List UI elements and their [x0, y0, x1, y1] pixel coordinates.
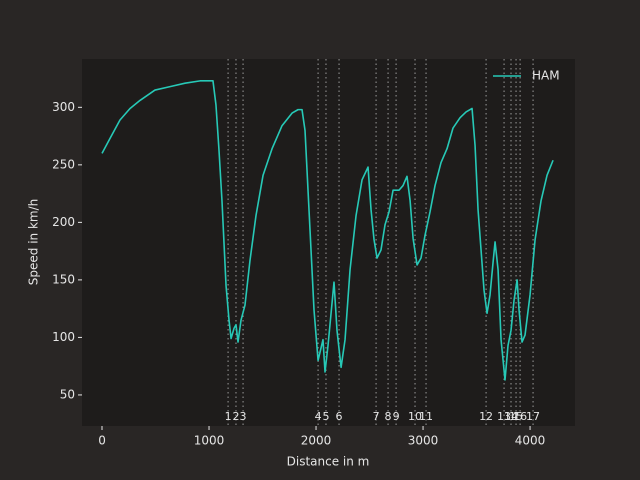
y-tick-label: 250 [52, 157, 75, 171]
x-tick-label: 4000 [515, 434, 546, 448]
y-tick-label: 100 [52, 330, 75, 344]
y-axis-label: Speed in km/h [27, 199, 41, 285]
corner-label: 8 [385, 410, 392, 423]
corner-label: 6 [336, 410, 343, 423]
corner-label: 10 [408, 410, 422, 423]
plot-area [82, 59, 575, 426]
y-tick-label: 50 [60, 387, 75, 401]
x-tick-label: 0 [98, 434, 106, 448]
corner-label: 5 [322, 410, 329, 423]
corner-label: 12 [479, 410, 493, 423]
corner-label: 2 [232, 410, 239, 423]
y-tick-label: 150 [52, 272, 75, 286]
legend-label: HAM [532, 69, 560, 83]
y-tick-label: 200 [52, 215, 75, 229]
corner-label: 1 [225, 410, 232, 423]
corner-label: 7 [373, 410, 380, 423]
corner-label: 15 [509, 410, 523, 423]
corner-label: 11 [419, 410, 433, 423]
x-tick-label: 3000 [408, 434, 439, 448]
corner-label: 13 [497, 410, 511, 423]
corner-label: 4 [315, 410, 322, 423]
y-tick-label: 300 [52, 100, 75, 114]
x-tick-label: 1000 [194, 434, 225, 448]
speed-line [101, 80, 554, 381]
corner-label: 9 [393, 410, 400, 423]
x-axis-label: Distance in m [287, 455, 370, 469]
x-tick-label: 2000 [301, 434, 332, 448]
corner-label: 14 [504, 410, 518, 423]
corner-label: 3 [240, 410, 247, 423]
corner-label: 16 [513, 410, 527, 423]
corner-label: 17 [526, 410, 540, 423]
